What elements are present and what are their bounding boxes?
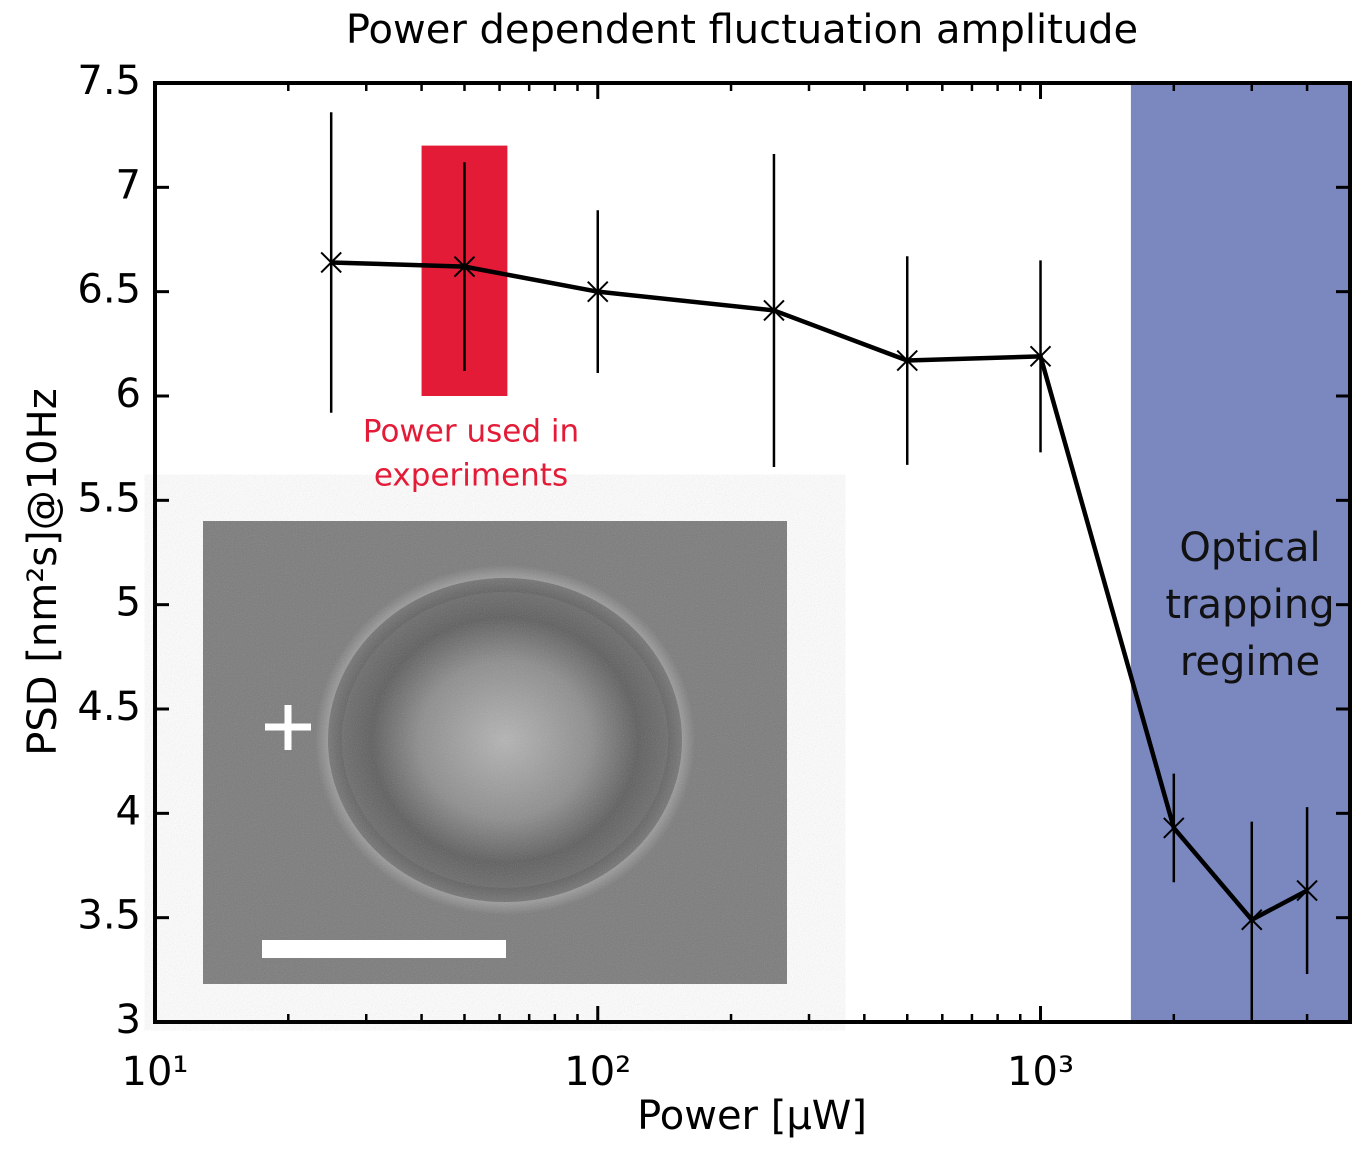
inset-image (203, 521, 787, 984)
chart-title: Power dependent fluctuation amplitude (346, 7, 1138, 53)
data-marker (1296, 879, 1318, 902)
annotation: experiments (374, 458, 568, 494)
data-marker (1241, 909, 1263, 931)
annotation: Power used in (363, 414, 579, 450)
shaded-region (1130, 83, 1350, 1022)
y-tick-label: 3 (116, 997, 141, 1043)
y-tick-label: 6 (116, 371, 141, 417)
data-marker (320, 251, 342, 274)
y-tick-label: 5 (116, 580, 141, 626)
data-marker (763, 299, 785, 322)
annotation: Optical (1179, 525, 1320, 571)
x-tick-label: 10³ (1007, 1049, 1074, 1095)
inset-scale-bar (262, 940, 506, 958)
y-axis-label: PSD [nm²s]@10Hz (20, 388, 66, 755)
data-marker (896, 349, 918, 372)
data-marker (453, 255, 476, 278)
x-tick-label: 10¹ (122, 1049, 189, 1095)
y-tick-label: 5.5 (77, 475, 141, 521)
data-marker (1029, 345, 1052, 368)
x-axis-label: Power [μW] (637, 1093, 867, 1139)
x-tick-label: 10² (564, 1049, 631, 1095)
data-marker (587, 280, 609, 303)
plot-frame (153, 81, 1352, 1024)
y-tick-label: 4.5 (77, 684, 141, 730)
annotation: regime (1180, 639, 1320, 685)
regions (421, 83, 1350, 1022)
y-tick-label: 7 (116, 162, 141, 208)
axes: 3 3.5 4 4.5 5 5.5 6 6.5 7 7.5 10¹ 10² 10³ (77, 58, 1352, 1095)
data-marker (1163, 817, 1185, 839)
y-tick-label: 4 (116, 788, 141, 834)
y-tick-label: 7.5 (77, 58, 141, 104)
inset-noise (203, 521, 787, 984)
y-tick-label: 3.5 (77, 893, 141, 939)
y-tick-label: 6.5 (77, 267, 141, 313)
data: Power used in experiments Optical trapping r… (320, 112, 1335, 1018)
inset-cross (265, 705, 311, 750)
annotation: trapping (1165, 582, 1334, 628)
